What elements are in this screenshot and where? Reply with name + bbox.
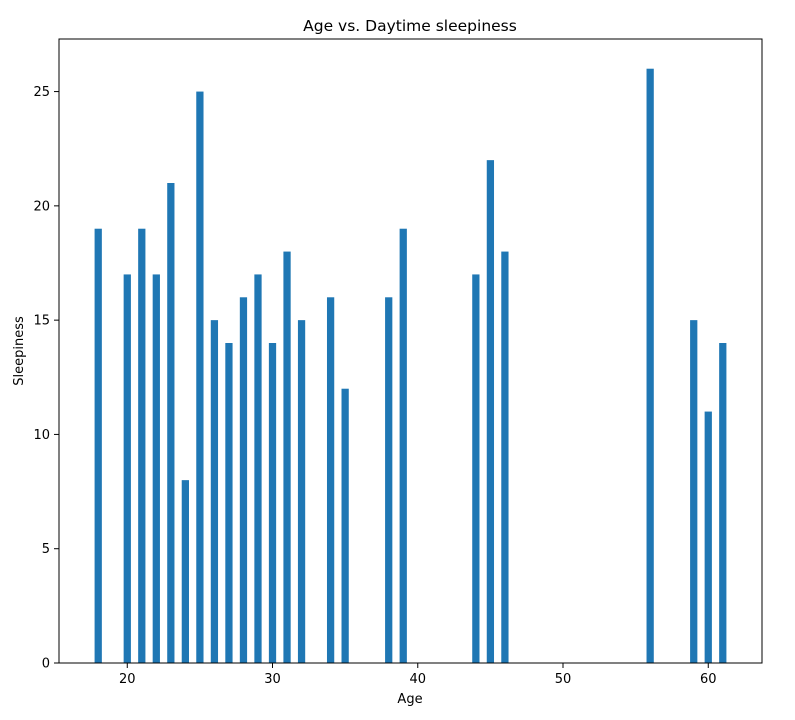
bar-age-31 xyxy=(283,251,291,663)
bar-age-59 xyxy=(690,320,698,663)
y-tick-label: 5 xyxy=(42,542,50,557)
bar-age-28 xyxy=(239,297,248,663)
bar-age-21 xyxy=(138,228,146,663)
bar-age-18 xyxy=(94,228,102,663)
y-tick-label: 15 xyxy=(33,314,50,329)
bar-age-46 xyxy=(501,251,509,663)
bar-age-26 xyxy=(210,320,219,663)
bar-age-61 xyxy=(719,343,727,663)
chart-title: Age vs. Daytime sleepiness xyxy=(303,17,517,35)
bar-age-38 xyxy=(385,297,393,663)
x-tick-label: 60 xyxy=(700,672,717,687)
y-tick-label: 10 xyxy=(33,428,50,443)
y-axis-label: Sleepiness xyxy=(12,316,27,386)
y-tick-label: 0 xyxy=(42,657,50,672)
bar-age-60 xyxy=(704,411,712,663)
bar-age-56 xyxy=(646,68,654,663)
y-tick-label: 20 xyxy=(33,199,50,214)
bar-age-34 xyxy=(326,297,335,663)
x-axis: 20 30 40 50 60 xyxy=(119,663,717,687)
bars-group xyxy=(94,68,727,663)
y-tick-label: 25 xyxy=(33,85,50,100)
bar-age-22 xyxy=(152,274,160,663)
bar-age-23 xyxy=(167,183,175,663)
bar-age-29 xyxy=(254,274,262,663)
x-tick-label: 30 xyxy=(264,672,281,687)
bar-age-44 xyxy=(472,274,480,663)
x-axis-label: Age xyxy=(397,692,422,707)
bar-age-35 xyxy=(341,388,349,663)
plot-frame xyxy=(58,38,763,664)
bar-age-45 xyxy=(486,160,495,663)
bar-age-39 xyxy=(399,228,407,663)
x-tick-label: 20 xyxy=(119,672,136,687)
x-tick-label: 50 xyxy=(555,672,572,687)
x-tick-label: 40 xyxy=(409,672,426,687)
y-axis: 0 5 10 15 20 25 xyxy=(33,85,59,672)
bar-age-25 xyxy=(196,91,204,663)
bar-age-30 xyxy=(268,343,277,663)
bar-age-24 xyxy=(181,480,189,663)
bar-age-20 xyxy=(123,274,131,663)
bar-age-32 xyxy=(297,320,306,663)
bar-age-27 xyxy=(225,343,233,663)
